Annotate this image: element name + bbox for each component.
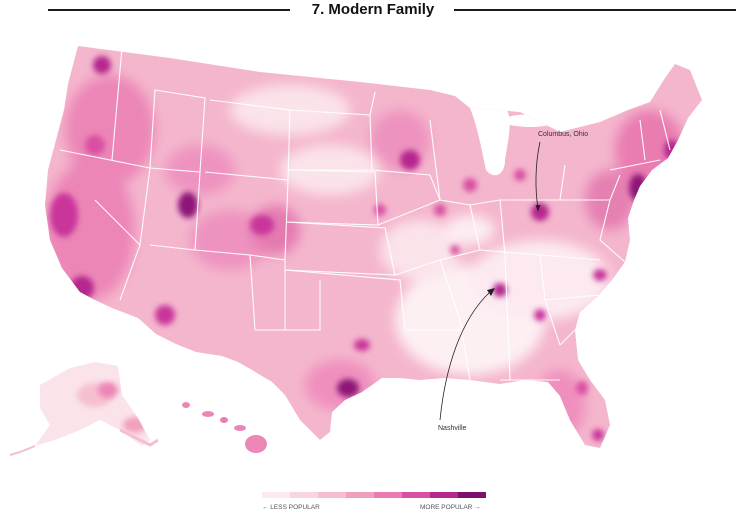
lower-48-region	[45, 46, 702, 448]
legend-color-scale	[262, 492, 486, 498]
legend-high-label: MORE POPULAR →	[420, 504, 481, 511]
annotation-columbus-pointer	[535, 141, 541, 212]
legend-swatch-1	[262, 492, 290, 498]
legend-swatch-2	[290, 492, 318, 498]
lake-huron	[505, 114, 552, 127]
title-rule-left	[48, 9, 290, 11]
annotation-nashville: Nashville	[438, 425, 467, 432]
legend-swatch-8	[458, 492, 486, 498]
legend-swatch-4	[346, 492, 374, 498]
chart-title: 7. Modern Family	[311, 1, 435, 18]
legend-swatch-5	[374, 492, 402, 498]
title-rule-right	[454, 9, 736, 11]
legend: ← LESS POPULAR MORE POPULAR →	[262, 492, 486, 511]
state-borders	[59, 47, 671, 381]
lake-michigan	[470, 101, 510, 176]
annotation-columbus: Columbus, Ohio	[538, 131, 589, 138]
hawaii-region	[182, 402, 267, 453]
legend-swatch-3	[318, 492, 346, 498]
legend-swatch-7	[430, 492, 458, 498]
annotation-nashville-pointer	[439, 288, 495, 421]
title-row: 7. Modern Family	[0, 0, 743, 20]
legend-swatch-6	[402, 492, 430, 498]
alaska-region	[9, 362, 159, 456]
legend-low-label: ← LESS POPULAR	[262, 504, 320, 511]
